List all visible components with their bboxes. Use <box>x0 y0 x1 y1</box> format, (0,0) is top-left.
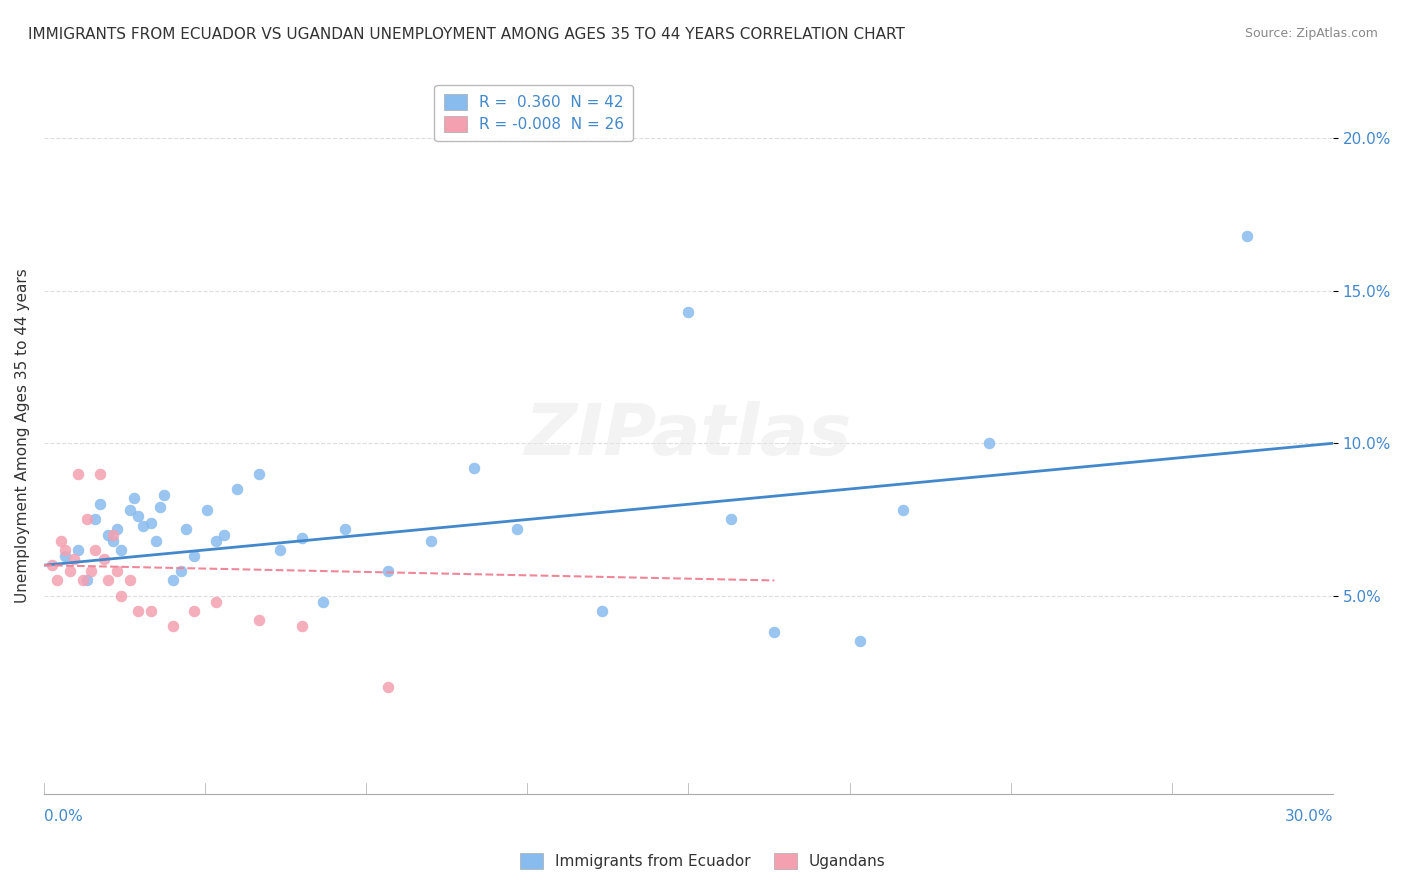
Point <box>141 516 163 530</box>
Point <box>76 574 98 588</box>
Point <box>204 533 226 548</box>
Point <box>419 533 441 548</box>
Point <box>122 491 145 505</box>
Point <box>162 619 184 633</box>
Point <box>720 512 742 526</box>
Text: IMMIGRANTS FROM ECUADOR VS UGANDAN UNEMPLOYMENT AMONG AGES 35 TO 44 YEARS CORREL: IMMIGRANTS FROM ECUADOR VS UGANDAN UNEMP… <box>28 27 905 42</box>
Point <box>591 604 613 618</box>
Point <box>89 467 111 481</box>
Point <box>377 680 399 694</box>
Point <box>226 482 249 496</box>
Point <box>291 619 314 633</box>
Point <box>53 543 76 558</box>
Point <box>72 574 94 588</box>
Point <box>377 564 399 578</box>
Point <box>41 558 63 573</box>
Point <box>763 625 786 640</box>
Point <box>979 436 1001 450</box>
Point <box>678 305 700 319</box>
Point <box>49 533 72 548</box>
Text: Source: ZipAtlas.com: Source: ZipAtlas.com <box>1244 27 1378 40</box>
Point <box>1236 229 1258 244</box>
Point <box>183 604 205 618</box>
Text: 30.0%: 30.0% <box>1285 809 1333 824</box>
Point <box>53 549 76 563</box>
Legend: R =  0.360  N = 42, R = -0.008  N = 26: R = 0.360 N = 42, R = -0.008 N = 26 <box>434 85 633 142</box>
Point <box>247 467 270 481</box>
Point <box>145 533 167 548</box>
Point <box>153 488 176 502</box>
Point <box>141 604 163 618</box>
Text: ZIPatlas: ZIPatlas <box>524 401 852 470</box>
Point <box>174 522 197 536</box>
Point <box>89 497 111 511</box>
Point <box>195 503 218 517</box>
Point <box>97 574 120 588</box>
Point <box>110 543 132 558</box>
Point <box>214 527 236 541</box>
Point <box>105 564 128 578</box>
Point <box>67 543 90 558</box>
Y-axis label: Unemployment Among Ages 35 to 44 years: Unemployment Among Ages 35 to 44 years <box>15 268 30 603</box>
Point <box>149 500 172 515</box>
Point <box>76 512 98 526</box>
Point <box>204 595 226 609</box>
Point <box>67 467 90 481</box>
Point <box>247 613 270 627</box>
Point <box>84 512 107 526</box>
Point <box>80 564 103 578</box>
Legend: Immigrants from Ecuador, Ugandans: Immigrants from Ecuador, Ugandans <box>515 847 891 875</box>
Point <box>84 543 107 558</box>
Point <box>105 522 128 536</box>
Point <box>291 531 314 545</box>
Point <box>93 552 115 566</box>
Point <box>127 509 149 524</box>
Point <box>45 574 67 588</box>
Point <box>269 543 291 558</box>
Point <box>110 589 132 603</box>
Text: 0.0%: 0.0% <box>44 809 83 824</box>
Point <box>170 564 193 578</box>
Point <box>183 549 205 563</box>
Point <box>891 503 914 517</box>
Point <box>118 503 141 517</box>
Point <box>132 518 155 533</box>
Point <box>505 522 527 536</box>
Point <box>849 634 872 648</box>
Point <box>463 460 485 475</box>
Point <box>97 527 120 541</box>
Point <box>101 527 124 541</box>
Point <box>333 522 356 536</box>
Point <box>312 595 335 609</box>
Point <box>101 533 124 548</box>
Point <box>59 564 82 578</box>
Point <box>162 574 184 588</box>
Point <box>127 604 149 618</box>
Point <box>118 574 141 588</box>
Point <box>63 552 86 566</box>
